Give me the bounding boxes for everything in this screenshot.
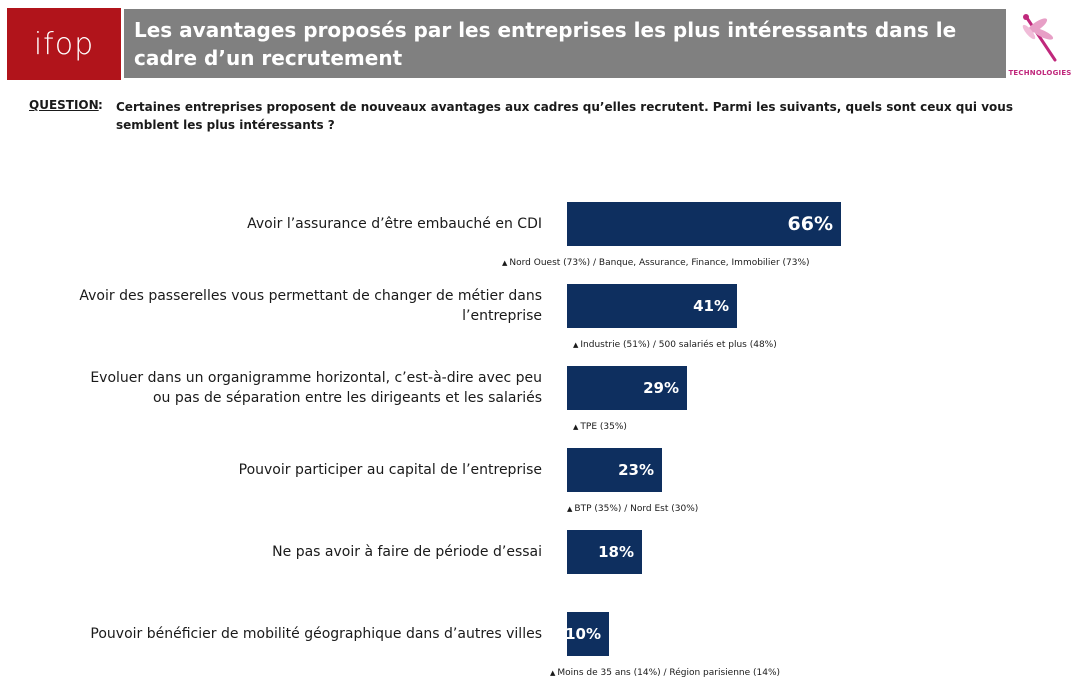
up-triangle-icon: ▲ bbox=[567, 505, 573, 513]
subgroup-note-text: Industrie (51%) / 500 salariés et plus (… bbox=[580, 340, 777, 350]
title-bar: Les avantages proposés par les entrepris… bbox=[124, 9, 1006, 78]
subgroup-note: ▲ Industrie (51%) / 500 salariés et plus … bbox=[573, 340, 777, 350]
subgroup-note: ▲ BTP (35%) / Nord Est (30%) bbox=[567, 504, 698, 514]
brand-logo: TECHNOLOGIES bbox=[1008, 10, 1072, 78]
category-label: Avoir des passerelles vous permettant de… bbox=[79, 288, 542, 324]
up-triangle-icon: ▲ bbox=[573, 341, 579, 349]
bar-value-label: 66% bbox=[787, 213, 833, 235]
category-label: Pouvoir bénéficier de mobilité géographi… bbox=[90, 626, 542, 642]
bar-value-label: 29% bbox=[643, 379, 679, 397]
subgroup-note-text: BTP (35%) / Nord Est (30%) bbox=[574, 504, 699, 514]
bar: 41% bbox=[567, 284, 737, 328]
bar: 10% bbox=[565, 612, 609, 656]
subgroup-note-text: Nord Ouest (73%) / Banque, Assurance, Fi… bbox=[509, 258, 810, 268]
bar-value-label: 18% bbox=[598, 543, 634, 561]
subgroup-note-text: Moins de 35 ans (14%) / Région parisienn… bbox=[557, 668, 781, 678]
category-label: Avoir l’assurance d’être embauché en CDI bbox=[247, 216, 542, 232]
bar-value-label: 10% bbox=[565, 625, 601, 643]
bar: 29% bbox=[567, 366, 687, 410]
question-label: QUESTION bbox=[29, 98, 99, 112]
page-title: Les avantages proposés par les entrepris… bbox=[134, 17, 957, 70]
question-text: Certaines entreprises proposent de nouve… bbox=[116, 100, 1013, 132]
subgroup-note: ▲ TPE (35%) bbox=[573, 422, 627, 432]
up-triangle-icon: ▲ bbox=[550, 669, 556, 677]
bar: 66% bbox=[567, 202, 841, 246]
category-label: Ne pas avoir à faire de période d’essai bbox=[272, 544, 542, 560]
subgroup-note: ▲ Moins de 35 ans (14%) / Région parisien… bbox=[550, 668, 780, 678]
up-triangle-icon: ▲ bbox=[573, 423, 579, 431]
question-colon: : bbox=[98, 98, 103, 112]
logo-text: ifop bbox=[33, 26, 95, 62]
up-triangle-icon: ▲ bbox=[502, 259, 508, 267]
subgroup-note-text: TPE (35%) bbox=[580, 422, 627, 432]
subgroup-note: ▲ Nord Ouest (73%) / Banque, Assurance, F… bbox=[502, 258, 810, 268]
bar-value-label: 23% bbox=[618, 461, 654, 479]
bar: 23% bbox=[567, 448, 662, 492]
dragonfly-icon bbox=[1022, 14, 1057, 62]
category-label: Pouvoir participer au capital de l’entre… bbox=[238, 462, 542, 478]
ifop-logo: ifop bbox=[7, 8, 121, 80]
category-label: Evoluer dans un organigramme horizontal,… bbox=[90, 370, 542, 406]
bar: 18% bbox=[567, 530, 642, 574]
brand-label: TECHNOLOGIES bbox=[1008, 69, 1072, 77]
bar-value-label: 41% bbox=[693, 297, 729, 315]
